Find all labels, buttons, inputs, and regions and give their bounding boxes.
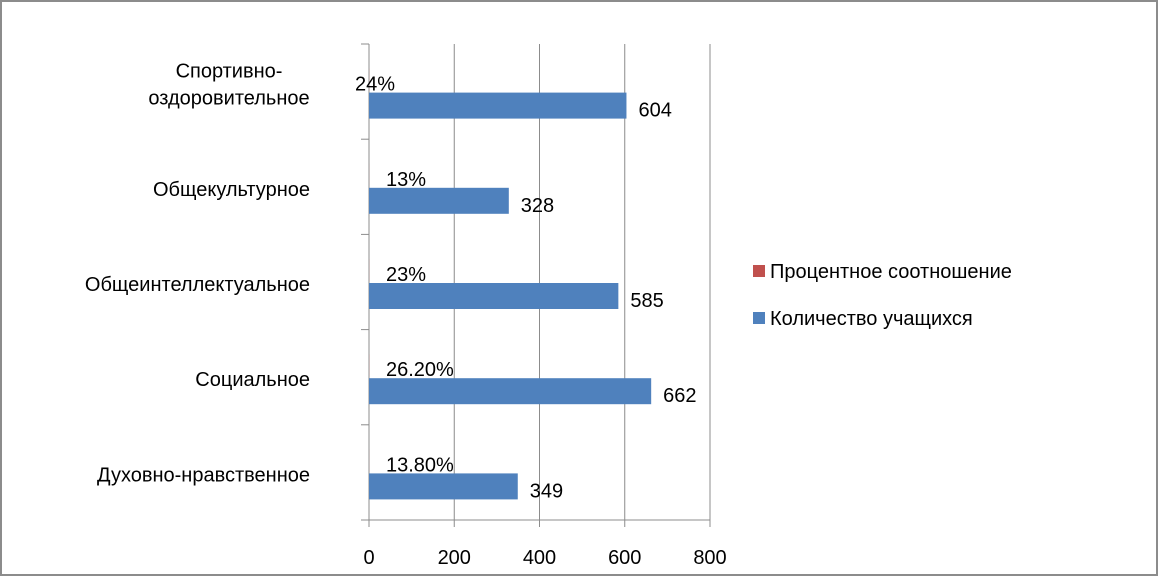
category-label: оздоровительное xyxy=(148,88,309,110)
category-label: Духовно-нравственное xyxy=(97,464,310,486)
count-data-label: 604 xyxy=(638,100,671,122)
percent-data-label: 26.20% xyxy=(386,359,454,381)
x-tick-label: 0 xyxy=(363,547,374,569)
count-data-label: 585 xyxy=(630,290,663,312)
category-label: Общекультурное xyxy=(153,179,310,201)
legend-label: Процентное соотношение xyxy=(770,261,1012,283)
legend-label: Количество учащихся xyxy=(770,308,973,330)
category-label: Социальное xyxy=(195,369,310,391)
count-data-label: 662 xyxy=(663,385,696,407)
count-bar xyxy=(369,473,518,499)
percent-data-label: 23% xyxy=(386,264,426,286)
x-tick-label: 400 xyxy=(523,547,556,569)
count-bar xyxy=(369,378,651,404)
category-label: Спортивно- xyxy=(176,61,283,83)
legend-swatch xyxy=(753,265,765,277)
count-data-label: 328 xyxy=(521,195,554,217)
legend-swatch xyxy=(753,312,765,324)
percent-data-label: 24% xyxy=(355,74,395,96)
x-tick-label: 200 xyxy=(438,547,471,569)
count-bar xyxy=(369,283,618,309)
x-tick-label: 600 xyxy=(608,547,641,569)
x-tick-label: 800 xyxy=(693,547,726,569)
percent-data-label: 13.80% xyxy=(386,454,454,476)
count-bar xyxy=(369,188,509,214)
count-bar xyxy=(369,93,626,119)
count-data-label: 349 xyxy=(530,480,563,502)
percent-data-label: 13% xyxy=(386,169,426,191)
category-label: Общеинтеллектуальное xyxy=(85,274,310,296)
